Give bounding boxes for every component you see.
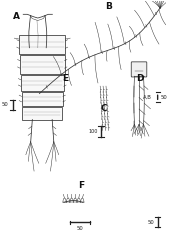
Text: 50: 50: [161, 95, 167, 100]
Text: E: E: [62, 74, 68, 83]
Bar: [20, 55, 65, 74]
Text: 100: 100: [88, 129, 97, 134]
Bar: [21, 75, 64, 91]
Bar: [19, 35, 65, 54]
Text: F: F: [78, 181, 85, 190]
Text: A: A: [13, 12, 20, 21]
Text: 50: 50: [2, 102, 8, 107]
Text: D: D: [136, 74, 144, 83]
FancyBboxPatch shape: [131, 62, 147, 77]
Text: B: B: [106, 2, 113, 11]
Text: 50: 50: [147, 220, 154, 225]
Text: 50: 50: [77, 226, 83, 231]
Bar: [22, 92, 63, 106]
Text: A,B: A,B: [143, 95, 152, 100]
Text: C: C: [101, 104, 107, 113]
Bar: [22, 107, 62, 120]
